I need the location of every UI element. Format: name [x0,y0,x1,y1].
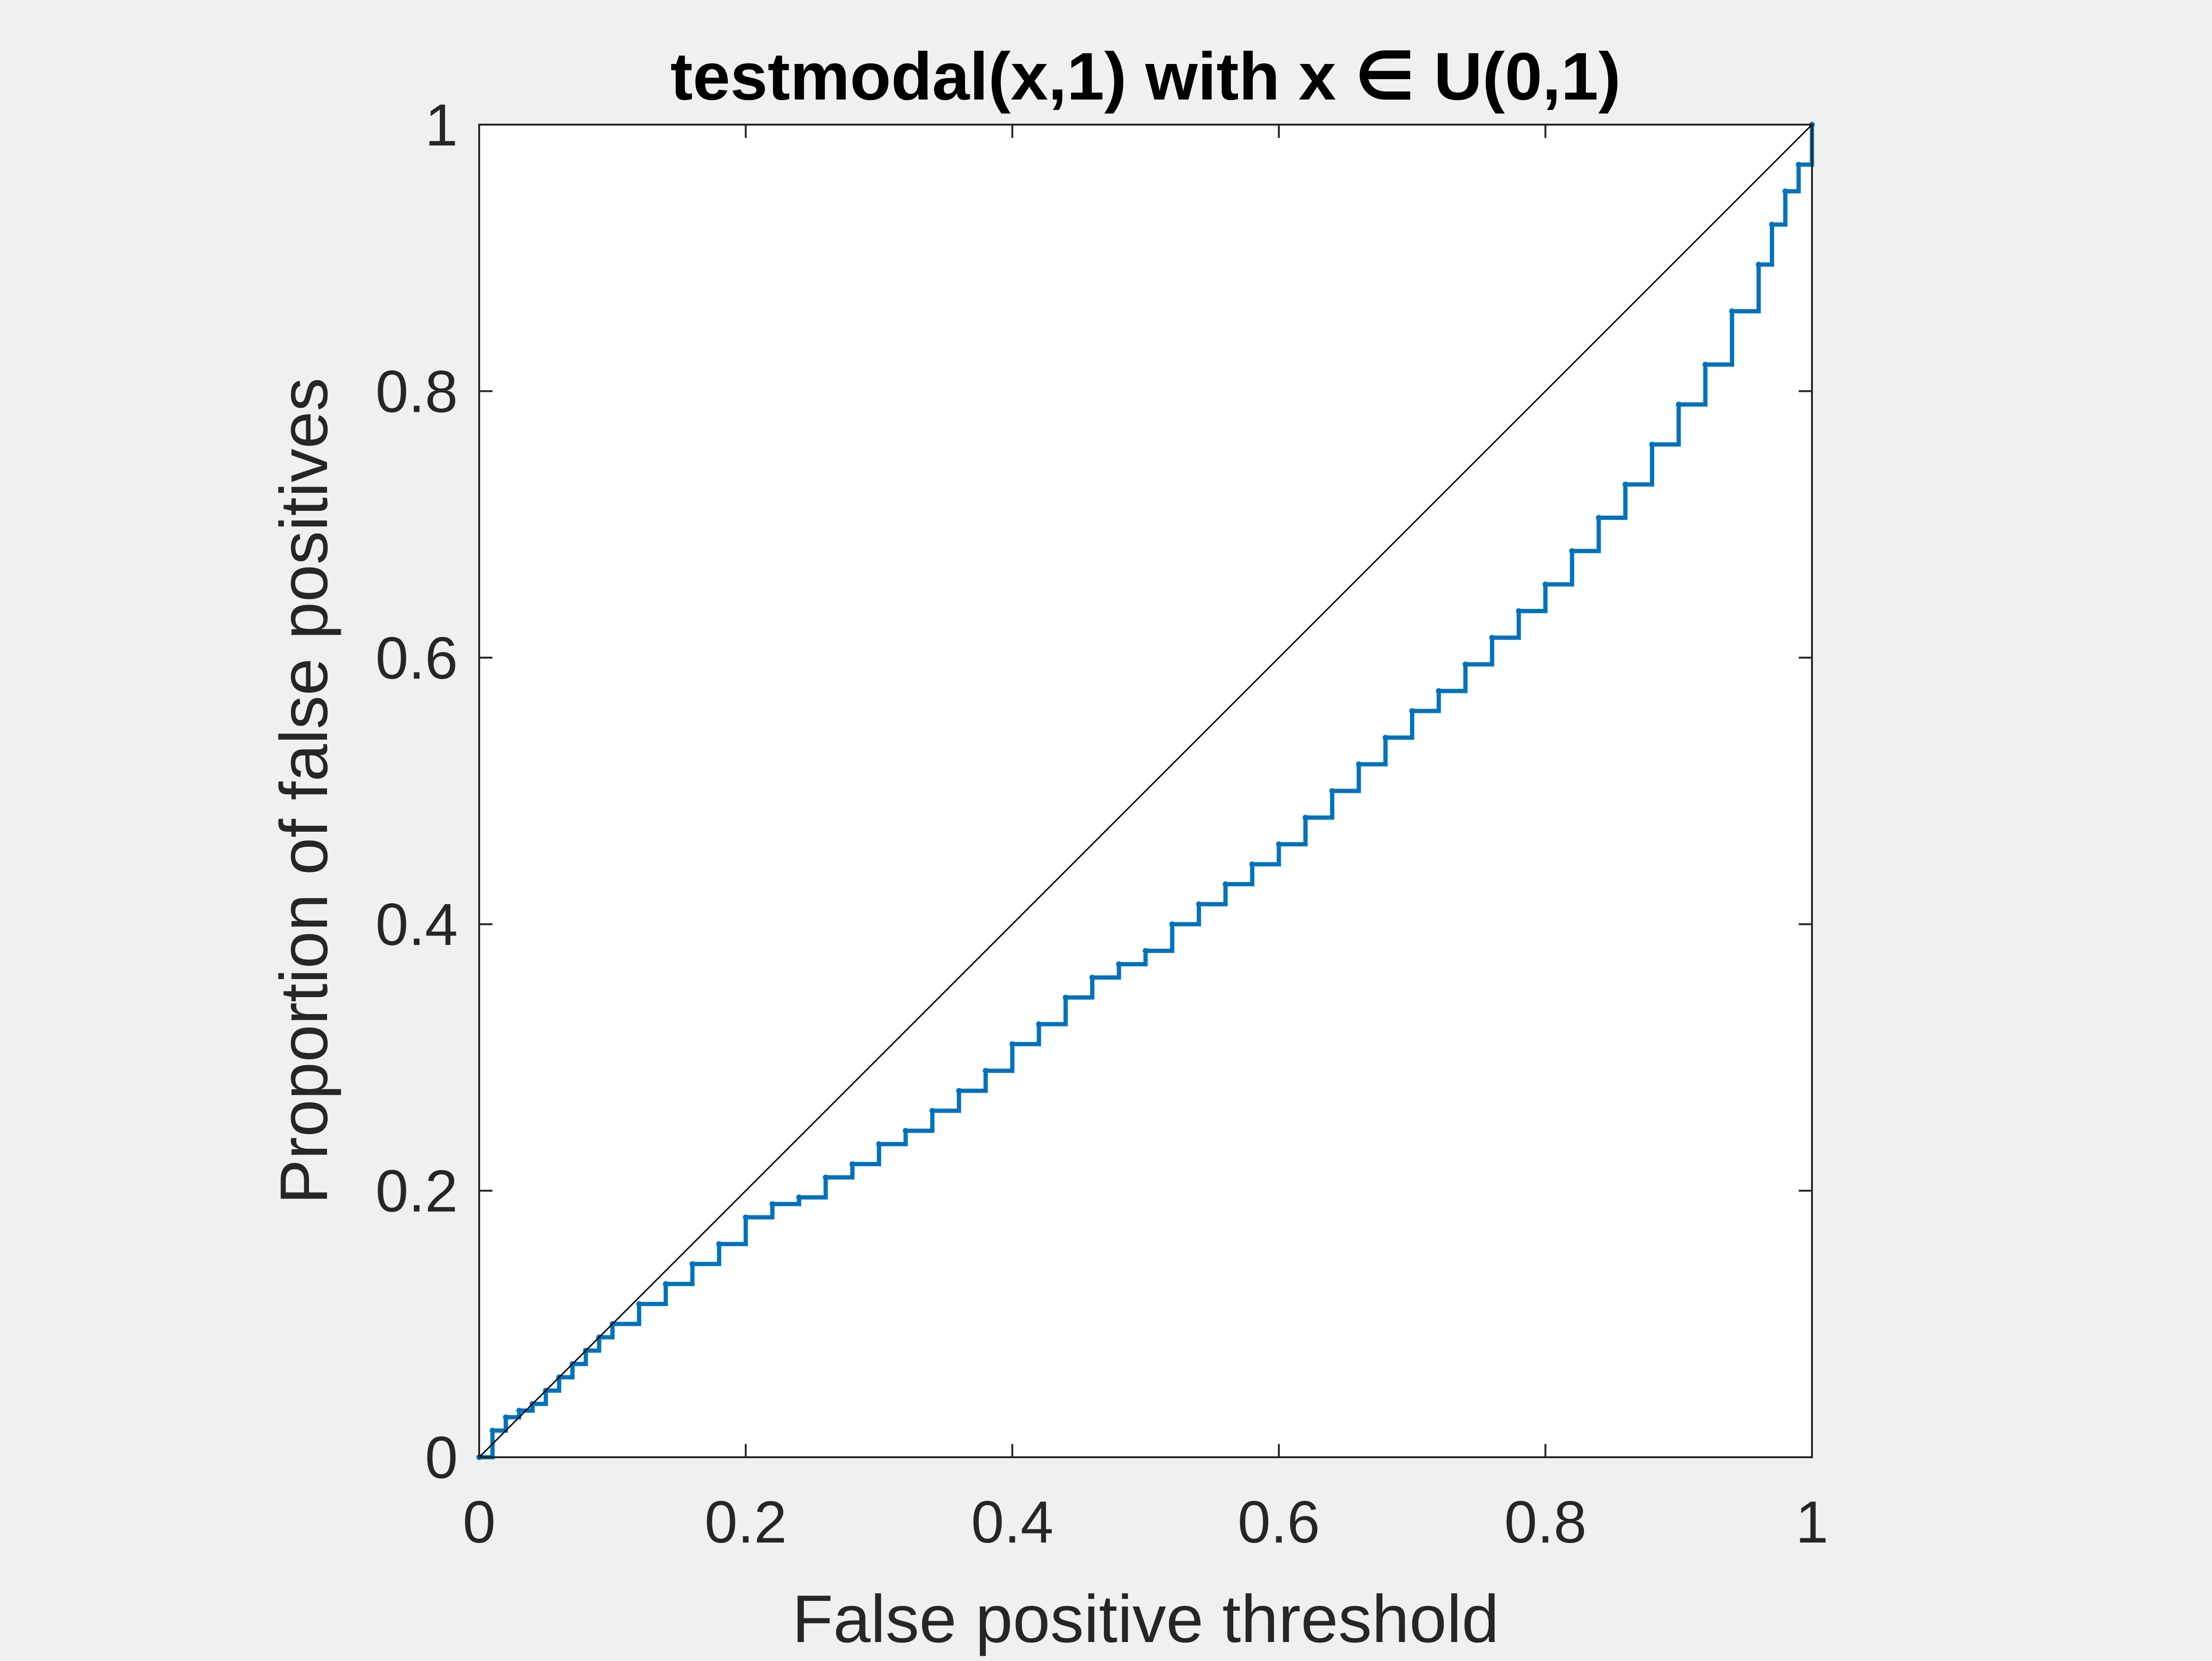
data-point [1196,901,1202,907]
data-point [1622,481,1629,488]
data-point [1596,515,1602,521]
data-point [1036,1021,1042,1027]
data-point [956,1088,962,1094]
axis-ticks: 0 0.2 0.4 0.6 0.8 1 0 0.2 0.4 0.6 0.8 1 [375,92,1829,1555]
data-point [1409,708,1415,714]
data-point [876,1141,882,1147]
data-point [1063,994,1069,1000]
data-point [849,1161,856,1167]
data-point [796,1194,802,1200]
data-point [1276,841,1282,847]
data-point [1542,581,1548,588]
data-point [1795,162,1802,168]
data-point [1769,221,1775,227]
data-point [1489,635,1495,641]
data-point [1649,441,1655,447]
data-point [929,1107,936,1114]
data-point [1169,921,1175,927]
data-point [1222,881,1229,887]
y-tick-label: 0 [425,1425,458,1491]
data-point [636,1301,642,1307]
y-tick-label: 0.2 [375,1159,458,1225]
data-point [743,1214,749,1220]
reference-diagonal-line [478,124,1813,1458]
data-point [1729,308,1735,314]
data-point [689,1261,695,1267]
data-point [1569,548,1575,554]
data-point [490,1427,496,1434]
data-point [1302,815,1309,821]
chart-title: testmodal(x,1) with x ∈ U(0,1) [670,39,1620,114]
data-point [1329,788,1335,794]
data-point [1089,974,1095,980]
data-point [1436,688,1442,694]
series-line-false-positives [479,125,1814,1460]
y-tick-label: 0.8 [375,359,458,425]
data-point [1249,861,1255,867]
x-tick-label: 1 [1795,1489,1829,1555]
data-point [663,1281,669,1287]
y-tick-label: 0.4 [375,892,458,958]
data-point [1383,735,1389,741]
data-point [1462,661,1468,667]
y-tick-label: 1 [425,92,458,158]
data-point [1675,401,1682,408]
data-point [902,1128,909,1134]
data-point [1143,948,1148,954]
data-point [1116,961,1122,967]
data-point [1782,188,1788,194]
data-point [983,1068,989,1074]
x-tick-label: 0.2 [705,1489,787,1555]
axes-box [478,124,1813,1458]
data-point [1516,608,1522,614]
data-point [716,1241,722,1247]
data-point [1009,1041,1015,1047]
data-point [1356,761,1362,767]
y-axis-label: Proportion of false positives [266,378,342,1204]
x-tick-label: 0 [463,1489,496,1555]
data-point [823,1174,829,1180]
x-tick-label: 0.8 [1504,1489,1587,1555]
x-axis-label: False positive threshold [792,1581,1499,1657]
chart-marks [476,122,1815,1460]
data-point [769,1201,775,1207]
y-tick-label: 0.6 [375,626,458,691]
x-tick-label: 0.4 [971,1489,1054,1555]
data-point [503,1414,509,1420]
data-point [1702,362,1708,368]
data-point [516,1407,522,1414]
data-point [1756,262,1762,268]
x-tick-label: 0.6 [1238,1489,1320,1555]
